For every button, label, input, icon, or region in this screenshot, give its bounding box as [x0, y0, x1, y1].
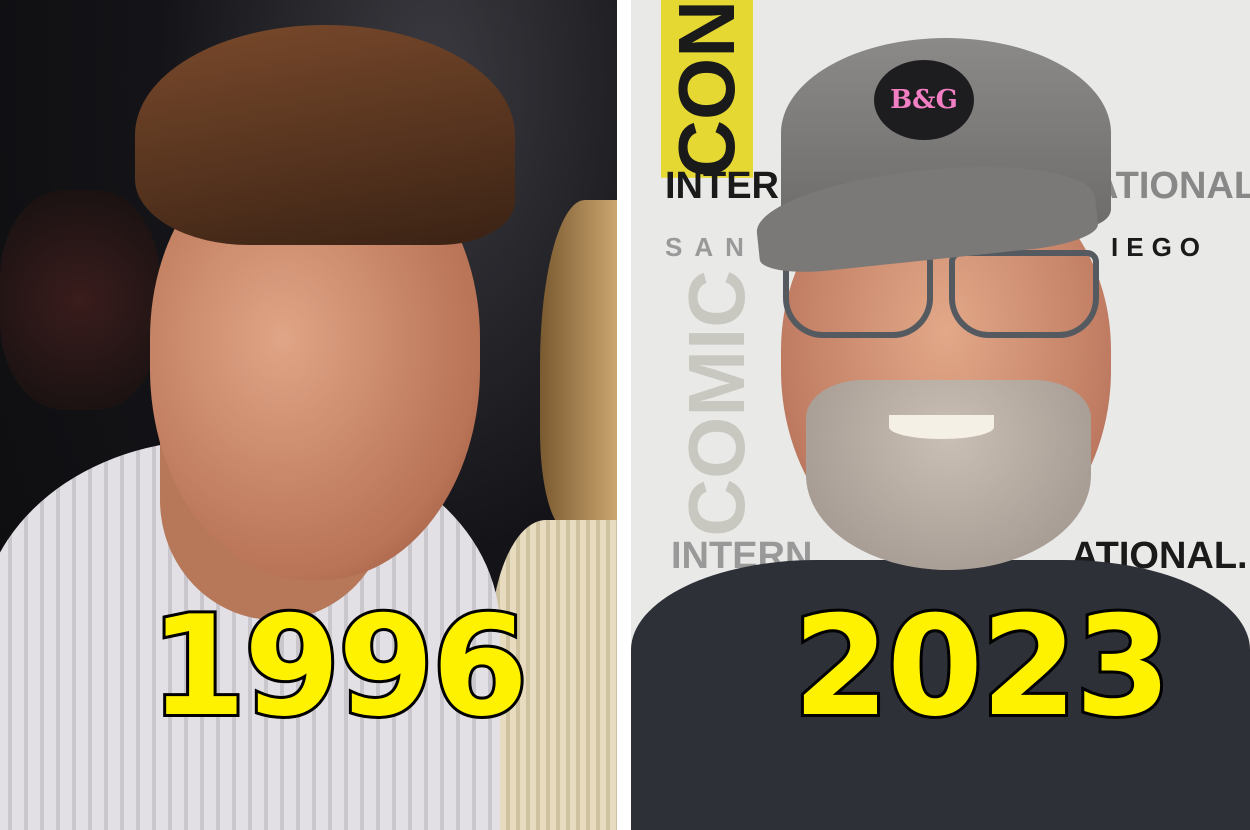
right-photo-2023: CON INTERN ATIONAL. SAN IEGO COMIC INTER…: [631, 0, 1250, 830]
blonde-hair: [540, 200, 617, 530]
hair: [135, 25, 515, 245]
background-foliage: [0, 190, 160, 410]
year-label-2023: 2023: [790, 586, 1174, 747]
backdrop-ational: ATIONAL.: [1091, 165, 1250, 207]
year-label-1996: 1996: [147, 586, 531, 747]
cream-sweater: [490, 520, 617, 830]
smile: [889, 415, 994, 439]
left-photo-1996: 1996: [0, 0, 617, 830]
dark-tshirt: [631, 560, 1250, 830]
backdrop-iego: IEGO: [1111, 232, 1209, 262]
cap-patch: B&G: [874, 60, 974, 140]
backdrop-con: CON: [661, 0, 753, 178]
cap-patch-text: B&G: [890, 85, 958, 115]
gray-beard: [806, 380, 1091, 570]
backdrop-san: SAN: [665, 232, 756, 262]
backdrop-comic: COMIC: [672, 270, 761, 537]
